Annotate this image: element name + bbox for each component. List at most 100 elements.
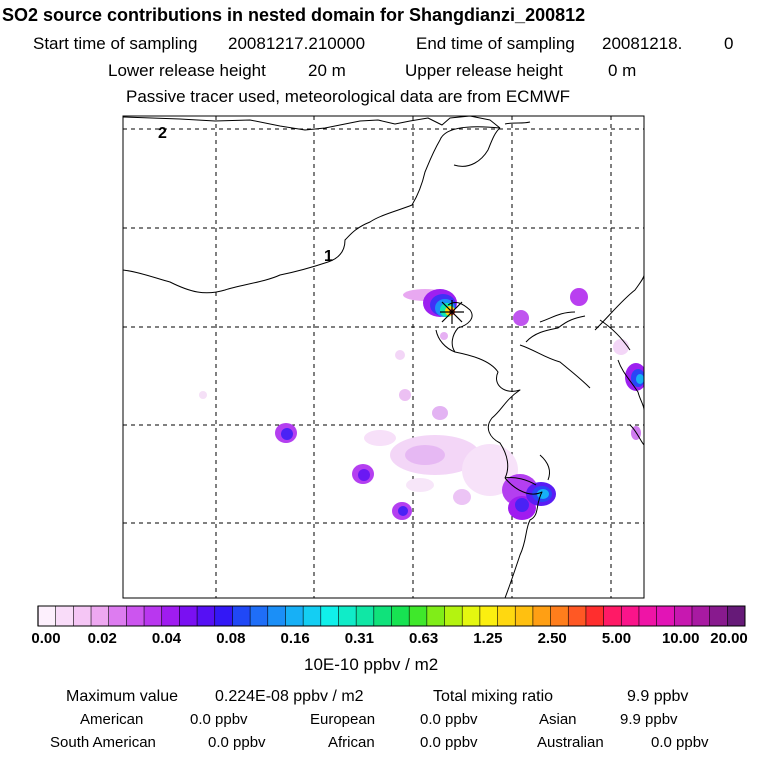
colorbar-cell [709,606,728,626]
colorbar-cell [497,606,516,626]
colorbar-cell [621,606,640,626]
colorbar-cell [656,606,675,626]
colorbar-cell [674,606,693,626]
colorbar-cell [603,606,622,626]
page-title: SO2 source contributions in nested domai… [2,5,586,25]
plume-central-plain [364,430,518,505]
region-value: 0.0 ppbv [420,711,478,728]
contour-label-1: 1 [324,248,333,265]
lat-lon-grid [123,116,644,598]
end-time-value: 20081218. [602,34,683,53]
plume-west-point-2 [352,464,374,484]
colorbar-tick-label: 0.02 [87,630,117,647]
colorbar-tick-label: 2.50 [537,630,567,647]
colorbar-cell [232,606,251,626]
colorbar-cell [320,606,339,626]
region-name: African [328,734,375,751]
colorbar-cell [303,606,322,626]
colorbar-cell [250,606,269,626]
end-time-label: End time of sampling [416,34,575,53]
colorbar-tick-label: 20.00 [710,630,748,647]
colorbar-cell [515,606,534,626]
colorbar-tick-label: 0.31 [344,630,374,647]
plume-east-edge [625,363,644,391]
colorbar-cell [108,606,127,626]
lower-height-label: Lower release height [108,61,266,80]
colorbar-ticks [37,606,746,626]
region-value: 0.0 ppbv [420,734,478,751]
colorbar-cell [179,606,198,626]
start-time-label: Start time of sampling [33,34,198,53]
concentration-field [199,288,644,520]
colorbar-cell [462,606,481,626]
start-time-value: 20081217.210000 [228,34,366,53]
plume-patch [395,350,405,360]
colorbar-cell [691,606,710,626]
upper-height-label: Upper release height [405,61,563,80]
plume-west-point [275,423,297,443]
colorbar-cell [197,606,216,626]
colorbar-tick-label: 0.08 [216,630,246,647]
colorbar-tick-label: 0.63 [409,630,439,647]
colorbar-tick-label: 0.00 [31,630,61,647]
colorbar-tick-label: 0.16 [280,630,310,647]
colorbar-cell [38,606,56,626]
colorbar-cell [568,606,587,626]
region-value: 0.0 ppbv [190,711,248,728]
plume-patch [399,389,411,401]
colorbar-cell [356,606,375,626]
colorbar-cell [144,606,163,626]
max-value-label: Maximum value [66,688,179,705]
colorbar-cell [550,606,569,626]
contour-label-2: 2 [158,125,167,142]
colorbar-cell [373,606,392,626]
colorbar-cell [91,606,110,626]
plume-patch [570,288,588,306]
plume-patch [613,339,629,355]
plume-patch [199,391,207,399]
map-background [123,116,644,598]
colorbar-tick-label: 10.00 [661,630,700,647]
colorbar-cell [426,606,445,626]
colorbar-tick-label: 5.00 [601,630,632,647]
region-value: 0.0 ppbv [651,734,709,751]
colorbar-cell [391,606,410,626]
colorbar-tick-label: 1.25 [473,630,503,647]
plume-patch [513,310,529,326]
upper-height-value: 0 m [608,61,637,80]
colorbar-cell [532,606,551,626]
colorbar-unit: 10E-10 ppbv / m2 [304,655,439,674]
receptor-marker [440,300,464,324]
region-value: 9.9 ppbv [620,711,678,728]
colorbar-cell [338,606,357,626]
plume-patch [432,406,448,420]
end-time-suffix: 0 [724,34,734,53]
region-name: South American [50,734,156,751]
colorbar-cell [585,606,604,626]
colorbar-cell [161,606,180,626]
total-mixing-label: Total mixing ratio [433,688,554,705]
region-name: European [310,711,376,728]
coastlines [123,116,644,598]
tracer-note: Passive tracer used, meteorological data… [126,87,571,106]
lower-height-value: 20 m [308,61,346,80]
colorbar-cell [727,606,746,626]
colorbar-cell [55,606,74,626]
plume-south-point [392,502,412,520]
region-value: 0.0 ppbv [208,734,266,751]
colorbar [38,606,746,626]
colorbar-cell [285,606,304,626]
colorbar-cell [214,606,233,626]
plume-patch [440,332,448,340]
colorbar-tick-label: 0.04 [151,630,182,647]
region-name: American [80,711,144,728]
region-name: Australian [537,734,604,751]
map-frame [122,115,645,599]
region-name: Asian [539,711,577,728]
total-mixing-value: 9.9 ppbv [627,688,689,705]
colorbar-cell [126,606,145,626]
colorbar-cell [73,606,92,626]
colorbar-cell [638,606,657,626]
colorbar-cell [479,606,498,626]
